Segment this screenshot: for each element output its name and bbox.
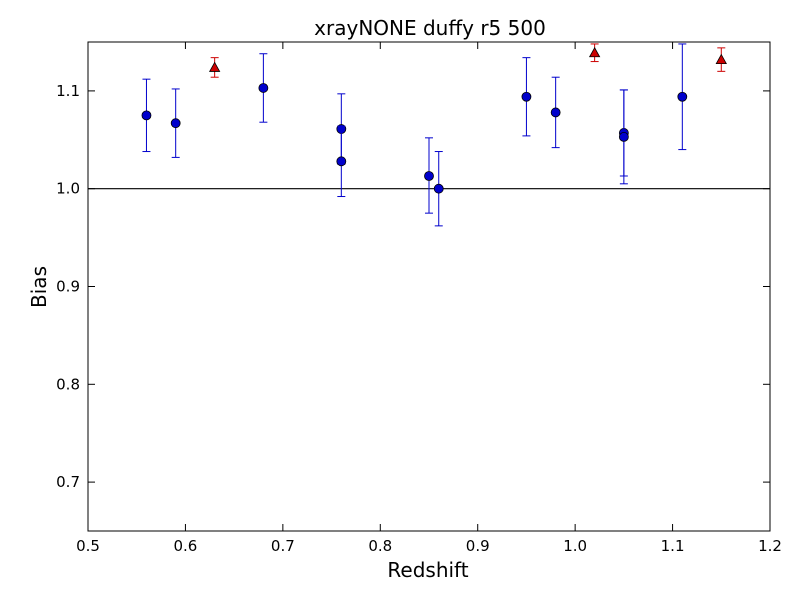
data-point-triangle: [208, 61, 221, 72]
y-tick-label: 0.7: [56, 473, 80, 491]
x-tick-label: 1.0: [563, 537, 587, 555]
x-tick-label: 0.7: [271, 537, 295, 555]
data-point-circle: [677, 91, 688, 102]
data-point-circle: [258, 83, 269, 93]
x-tick-label: 1.1: [661, 537, 685, 555]
chart-title: xrayNONE duffy r5 500: [314, 16, 546, 40]
data-point-circle: [521, 91, 532, 102]
y-tick-label: 1.1: [56, 82, 80, 100]
axis-ticks: 0.5 0.6 0.7 0.8 0.9 1.0 1.1 1.2 0.7 0.8 0.9 1.0 1.1: [56, 42, 782, 555]
data-point-circle: [424, 171, 434, 181]
x-tick-label: 0.5: [76, 537, 100, 555]
y-tick-label: 1.0: [56, 180, 80, 198]
x-tick-label: 0.9: [466, 537, 490, 555]
data-point-triangle: [588, 46, 601, 58]
data-point-circle: [170, 118, 181, 129]
y-axis-label: Bias: [27, 266, 51, 308]
y-tick-label: 0.9: [56, 278, 80, 296]
x-tick-label: 0.8: [368, 537, 392, 555]
x-axis-label: Redshift: [387, 558, 468, 582]
data-point-circle: [618, 131, 629, 142]
x-tick-label: 0.6: [173, 537, 197, 555]
plot-area: [88, 43, 770, 227]
x-tick-label: 1.2: [758, 537, 782, 555]
data-point-circle: [433, 183, 444, 194]
y-tick-label: 0.8: [56, 375, 80, 393]
data-point-circle: [336, 156, 347, 167]
data-point-circle: [141, 110, 152, 121]
plot-frame: [87, 41, 771, 532]
data-point-circle: [550, 107, 561, 118]
data-point-triangle: [715, 53, 727, 65]
